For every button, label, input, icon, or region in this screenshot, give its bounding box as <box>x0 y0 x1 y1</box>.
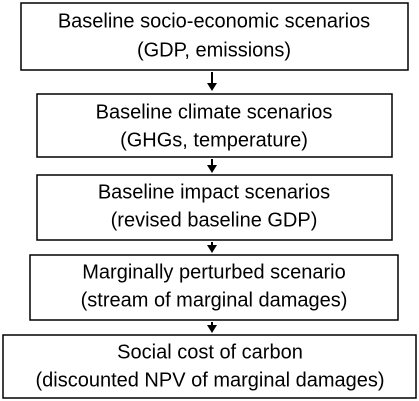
node-subtitle: (GDP, emissions) <box>137 39 291 61</box>
node-subtitle: (stream of marginal damages) <box>81 289 348 311</box>
node-subtitle: (discounted NPV of marginal damages) <box>35 369 384 391</box>
node-title: Baseline impact scenarios <box>98 181 330 203</box>
node-title: Baseline socio-economic scenarios <box>58 10 370 32</box>
node-box <box>36 93 393 158</box>
node: Marginally perturbed scenario (stream of… <box>29 254 399 321</box>
node-title: Baseline climate scenarios <box>96 101 333 123</box>
node: Social cost of carbon (discounted NPV of… <box>2 334 417 399</box>
node: Baseline climate scenarios (GHGs, temper… <box>36 93 393 158</box>
node-box <box>29 254 399 321</box>
node-box <box>36 174 393 241</box>
node-box <box>20 2 409 71</box>
node-title: Social cost of carbon <box>117 341 303 363</box>
node-title: Marginally perturbed scenario <box>82 261 345 283</box>
node-box <box>2 334 417 399</box>
arrow <box>207 72 217 91</box>
node: Baseline socio-economic scenarios (GDP, … <box>20 2 409 71</box>
node: Baseline impact scenarios (revised basel… <box>36 174 393 241</box>
arrow <box>207 242 217 253</box>
node-subtitle: (revised baseline GDP) <box>111 209 318 231</box>
node-subtitle: (GHGs, temperature) <box>120 129 308 151</box>
arrow <box>207 322 217 333</box>
arrow <box>207 159 217 173</box>
